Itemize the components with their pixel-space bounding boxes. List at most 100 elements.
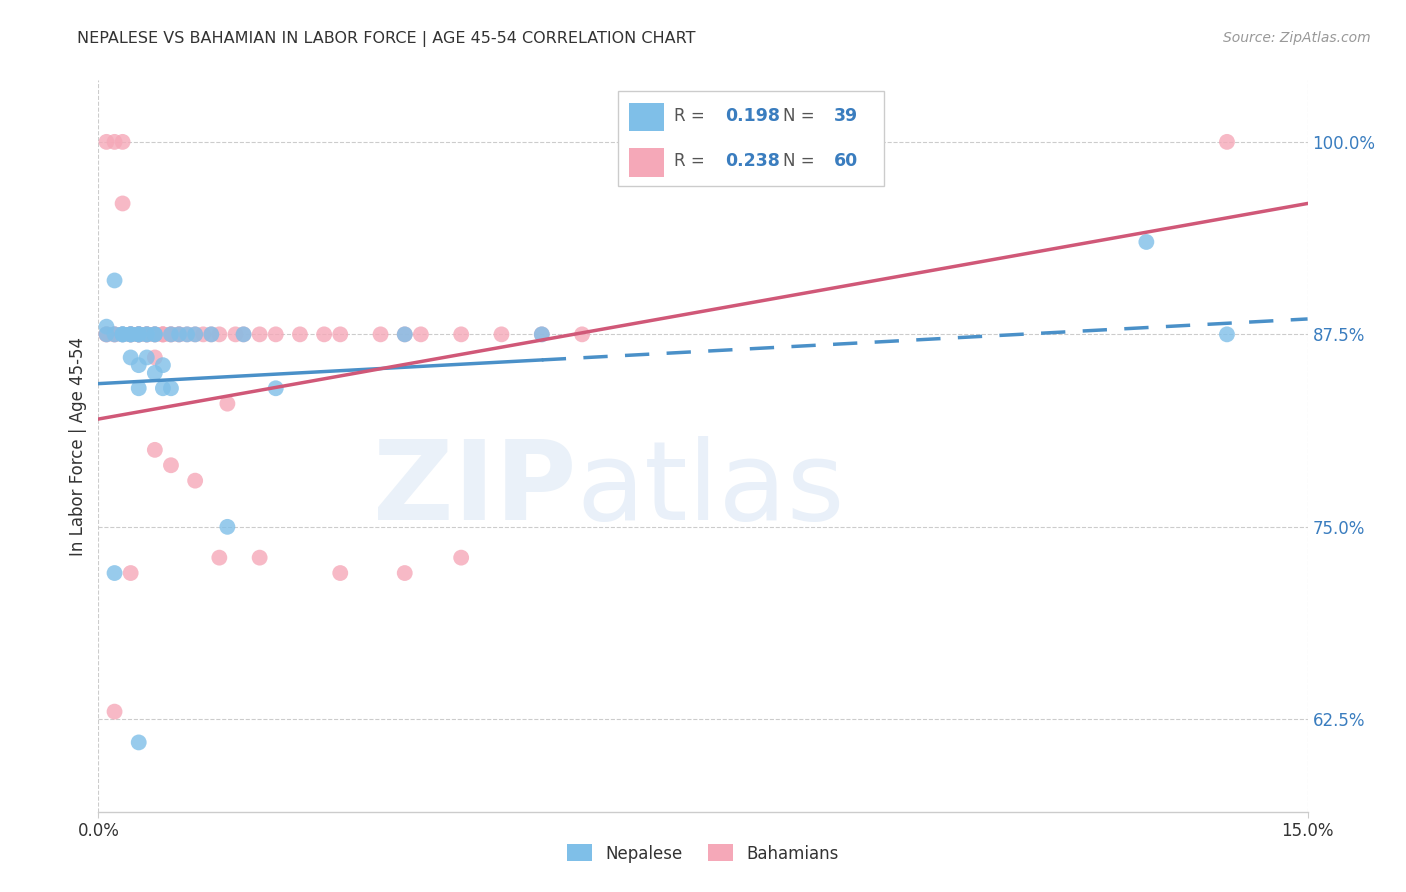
Point	[96, 135, 118, 149]
Point	[135, 327, 157, 342]
Point	[152, 381, 174, 395]
Point	[288, 327, 311, 342]
Point	[135, 351, 157, 365]
Point	[143, 327, 166, 342]
Point	[135, 327, 157, 342]
Point	[329, 566, 352, 580]
Point	[193, 327, 215, 342]
Point	[143, 327, 166, 342]
Point	[530, 327, 553, 342]
Point	[120, 327, 142, 342]
Point	[200, 327, 222, 342]
Point	[450, 550, 472, 565]
Point	[176, 327, 198, 342]
Point	[1135, 235, 1157, 249]
Point	[184, 327, 207, 342]
Y-axis label: In Labor Force | Age 45-54: In Labor Force | Age 45-54	[69, 336, 87, 556]
Point	[120, 566, 142, 580]
Point	[96, 327, 118, 342]
Point	[394, 327, 416, 342]
Point	[394, 566, 416, 580]
Point	[143, 327, 166, 342]
Point	[128, 381, 150, 395]
Point	[103, 705, 125, 719]
Point	[128, 327, 150, 342]
Point	[249, 327, 271, 342]
Point	[96, 327, 118, 342]
Point	[120, 327, 142, 342]
Point	[111, 327, 134, 342]
Point	[160, 381, 183, 395]
Point	[103, 327, 125, 342]
Point	[160, 458, 183, 473]
Point	[329, 327, 352, 342]
Point	[1216, 327, 1239, 342]
Point	[120, 327, 142, 342]
Point	[232, 327, 254, 342]
Point	[208, 550, 231, 565]
Point	[217, 520, 239, 534]
Point	[200, 327, 222, 342]
Point	[571, 327, 593, 342]
Point	[135, 327, 157, 342]
Point	[264, 381, 287, 395]
Point	[176, 327, 198, 342]
Text: Source: ZipAtlas.com: Source: ZipAtlas.com	[1223, 31, 1371, 45]
Point	[103, 327, 125, 342]
Point	[1216, 135, 1239, 149]
Point	[160, 327, 183, 342]
Point	[111, 327, 134, 342]
Point	[120, 327, 142, 342]
Point	[135, 327, 157, 342]
Point	[120, 351, 142, 365]
Point	[96, 327, 118, 342]
Point	[370, 327, 392, 342]
Point	[128, 327, 150, 342]
Point	[111, 327, 134, 342]
Point	[128, 327, 150, 342]
Point	[96, 319, 118, 334]
Point	[491, 327, 513, 342]
Point	[128, 327, 150, 342]
Point	[314, 327, 336, 342]
Point	[143, 351, 166, 365]
Point	[128, 358, 150, 372]
Point	[160, 327, 183, 342]
Text: atlas: atlas	[576, 436, 845, 543]
Point	[450, 327, 472, 342]
Point	[120, 327, 142, 342]
Point	[264, 327, 287, 342]
Point	[167, 327, 190, 342]
Point	[143, 366, 166, 380]
Point	[103, 327, 125, 342]
Point	[160, 327, 183, 342]
Point	[152, 327, 174, 342]
Point	[111, 327, 134, 342]
Point	[167, 327, 190, 342]
Point	[530, 327, 553, 342]
Point	[152, 327, 174, 342]
Point	[232, 327, 254, 342]
Point	[128, 327, 150, 342]
Text: NEPALESE VS BAHAMIAN IN LABOR FORCE | AGE 45-54 CORRELATION CHART: NEPALESE VS BAHAMIAN IN LABOR FORCE | AG…	[77, 31, 696, 47]
Point	[128, 327, 150, 342]
Point	[143, 442, 166, 457]
Point	[120, 327, 142, 342]
Point	[103, 566, 125, 580]
Point	[103, 135, 125, 149]
Point	[103, 273, 125, 287]
Point	[394, 327, 416, 342]
Point	[128, 327, 150, 342]
Point	[111, 135, 134, 149]
Point	[152, 358, 174, 372]
Point	[217, 397, 239, 411]
Point	[184, 474, 207, 488]
Point	[143, 327, 166, 342]
Point	[409, 327, 432, 342]
Point	[224, 327, 246, 342]
Point	[135, 327, 157, 342]
Point	[208, 327, 231, 342]
Point	[128, 735, 150, 749]
Point	[184, 327, 207, 342]
Point	[111, 196, 134, 211]
